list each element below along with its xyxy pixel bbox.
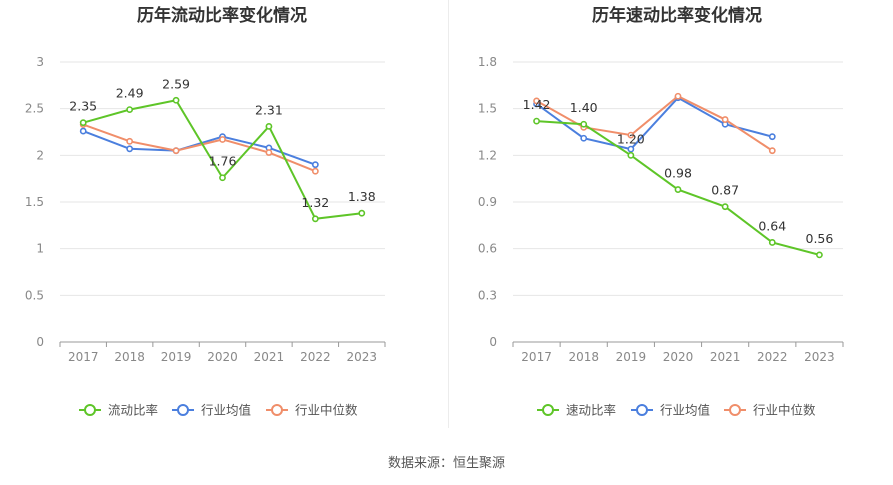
legend-swatch-marker [84, 404, 96, 416]
y-tick-label: 1.5 [25, 195, 44, 209]
data-label: 1.38 [348, 189, 376, 204]
legend-swatch-marker [729, 404, 741, 416]
data-point [768, 133, 776, 141]
y-tick-label: 0 [489, 335, 497, 349]
data-label: 0.64 [758, 218, 786, 233]
data-point [79, 119, 87, 127]
series-line-industry-mean [82, 130, 316, 166]
data-point [674, 92, 682, 100]
y-tick-label: 2.5 [25, 102, 44, 116]
data-label: 1.76 [209, 154, 237, 169]
x-tick-label: 2018 [114, 350, 145, 364]
data-label: 2.31 [255, 102, 283, 117]
data-label: 2.59 [162, 76, 190, 91]
data-point [580, 134, 588, 142]
data-point [265, 149, 273, 156]
data-point [627, 151, 635, 159]
legend-label: 行业中位数 [295, 403, 358, 418]
x-tick-label: 2020 [207, 350, 238, 364]
x-tick-label: 2020 [663, 350, 694, 364]
chart-title: 历年流动比率变化情况 [137, 5, 307, 26]
data-point [126, 137, 134, 145]
data-point [219, 174, 226, 182]
legend-label: 行业均值 [660, 403, 710, 418]
data-label: 1.42 [523, 97, 551, 112]
data-point [721, 116, 729, 123]
data-point [265, 123, 273, 130]
x-tick-label: 2021 [254, 350, 285, 364]
data-label: 2.49 [116, 86, 144, 101]
y-tick-label: 3 [36, 55, 44, 69]
chart-title: 历年速动比率变化情况 [592, 5, 762, 26]
y-tick-label: 1.2 [478, 148, 497, 162]
data-point [627, 131, 635, 139]
data-point [627, 145, 635, 153]
y-tick-label: 0.6 [478, 242, 497, 256]
data-point [580, 120, 588, 128]
y-tick-label: 0 [36, 335, 44, 349]
data-point [219, 136, 226, 143]
data-point [768, 239, 776, 246]
data-point [533, 97, 540, 105]
x-tick-label: 2023 [804, 350, 835, 364]
data-point [768, 147, 776, 155]
data-point [311, 161, 319, 169]
data-label: 0.98 [664, 166, 692, 181]
legend-swatch-marker [542, 404, 554, 416]
data-point [311, 167, 319, 175]
data-label: 0.87 [711, 183, 739, 198]
x-tick-label: 2021 [710, 350, 741, 364]
panel-divider [448, 0, 449, 428]
data-point [172, 147, 180, 155]
legend-swatch-marker [177, 404, 189, 416]
data-point [126, 145, 134, 153]
data-point [311, 215, 319, 223]
data-label: 1.20 [617, 131, 645, 146]
y-tick-label: 1.5 [478, 102, 497, 116]
data-label: 0.56 [806, 231, 834, 246]
y-tick-label: 0.9 [478, 195, 497, 209]
data-point [126, 106, 134, 113]
x-tick-label: 2019 [161, 350, 192, 364]
legend-label: 行业中位数 [753, 403, 816, 418]
x-tick-label: 2022 [757, 350, 788, 364]
data-point [533, 117, 540, 125]
series-line-industry-mean [535, 96, 773, 151]
x-tick-label: 2019 [616, 350, 647, 364]
source-note: 数据来源：恒生聚源 [387, 456, 505, 471]
legend-swatch-marker [271, 404, 283, 416]
y-tick-label: 0.3 [478, 288, 497, 302]
data-label: 1.40 [570, 100, 598, 115]
data-point [172, 96, 180, 104]
x-tick-label: 2017 [68, 350, 99, 364]
legend-label: 流动比率 [108, 403, 158, 418]
y-tick-label: 1 [36, 242, 44, 256]
x-tick-label: 2022 [300, 350, 331, 364]
data-label: 2.35 [69, 99, 97, 114]
x-tick-label: 2017 [521, 350, 552, 364]
data-point [358, 209, 366, 217]
legend-label: 行业均值 [201, 403, 251, 418]
data-point [79, 127, 87, 135]
y-tick-label: 1.8 [478, 55, 497, 69]
y-tick-label: 2 [36, 148, 44, 162]
legend-swatch-marker [636, 404, 648, 416]
data-point [816, 251, 823, 259]
data-label: 1.32 [301, 195, 329, 210]
data-point [674, 186, 682, 193]
legend-label: 速动比率 [566, 403, 616, 418]
y-tick-label: 0.5 [25, 288, 44, 302]
x-tick-label: 2023 [347, 350, 378, 364]
x-tick-label: 2018 [568, 350, 599, 364]
series-line-industry-median [82, 123, 316, 173]
data-point [721, 203, 729, 211]
